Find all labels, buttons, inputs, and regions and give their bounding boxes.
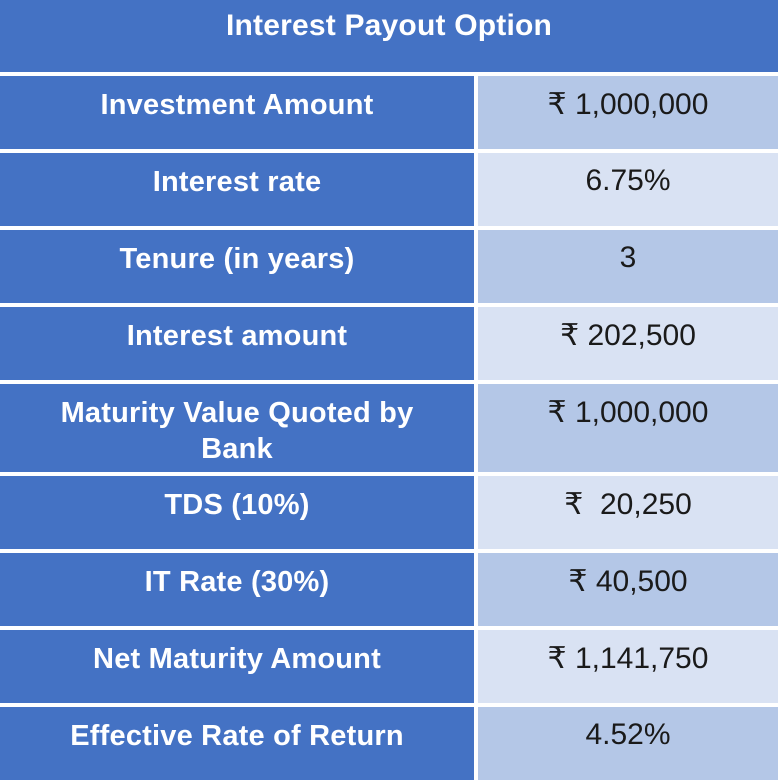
row-label-investment-amount: Investment Amount — [0, 76, 474, 149]
row-label-effective-rate-of-return: Effective Rate of Return — [0, 707, 474, 780]
row-label-tenure: Tenure (in years) — [0, 230, 474, 303]
row-label-interest-rate: Interest rate — [0, 153, 474, 226]
row-value-investment-amount: ₹ 1,000,000 — [478, 76, 778, 149]
row-value-tenure: 3 — [478, 230, 778, 303]
table-title: Interest Payout Option — [0, 0, 778, 72]
row-value-effective-rate-of-return: 4.52% — [478, 707, 778, 780]
row-value-tds: ₹ 20,250 — [478, 476, 778, 549]
row-value-interest-amount: ₹ 202,500 — [478, 307, 778, 380]
row-value-interest-rate: 6.75% — [478, 153, 778, 226]
row-label-maturity-value-quoted: Maturity Value Quoted by Bank — [0, 384, 474, 472]
row-label-interest-amount: Interest amount — [0, 307, 474, 380]
row-label-net-maturity-amount: Net Maturity Amount — [0, 630, 474, 703]
row-label-it-rate: IT Rate (30%) — [0, 553, 474, 626]
row-value-net-maturity-amount: ₹ 1,141,750 — [478, 630, 778, 703]
row-label-tds: TDS (10%) — [0, 476, 474, 549]
row-value-maturity-value-quoted: ₹ 1,000,000 — [478, 384, 778, 472]
row-value-it-rate: ₹ 40,500 — [478, 553, 778, 626]
